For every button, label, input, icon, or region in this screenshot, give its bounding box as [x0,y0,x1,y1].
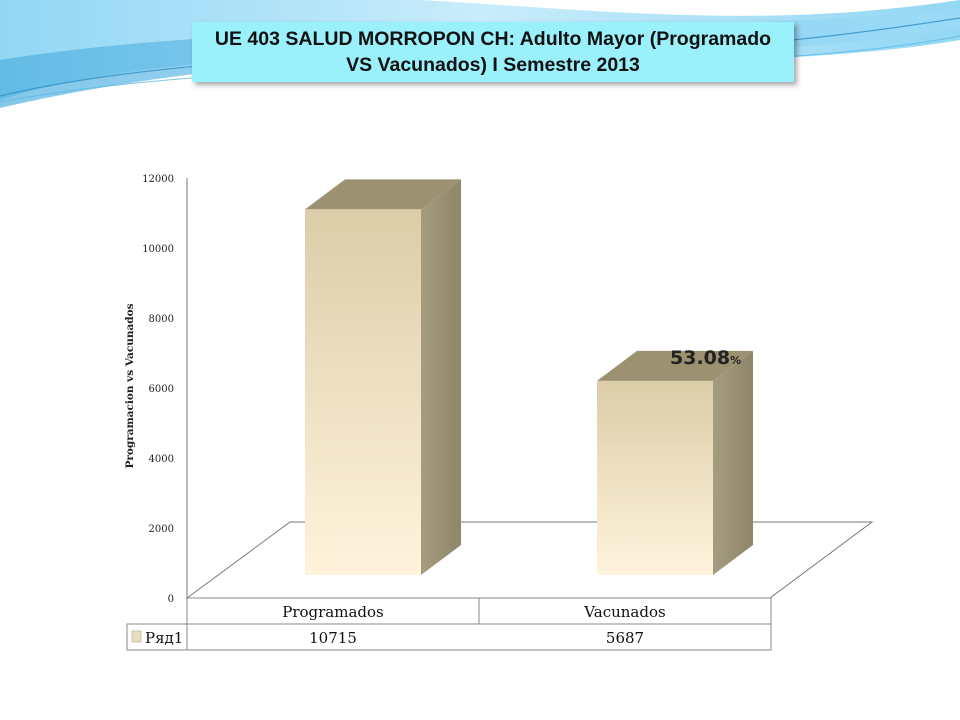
y-tick-label: 12000 [142,174,174,185]
y-axis-label: Programacion vs Vacunados [124,303,136,468]
y-tick-label: 0 [168,594,174,605]
y-tick-label: 10000 [142,244,174,255]
bar-front-face [305,209,421,575]
legend-swatch [131,630,142,643]
y-tick-label: 6000 [149,384,174,395]
bar-top-face [597,350,753,381]
table-value-programados: 10715 [309,629,357,647]
y-tick-label: 4000 [149,454,174,465]
table-header-programados: Programados [282,603,384,621]
chart-title: UE 403 SALUD MORROPON CH: Adulto Mayor (… [192,22,794,82]
y-tick-label: 2000 [149,524,174,535]
bar-top-face [305,179,461,210]
bar-programados [305,179,461,575]
legend-series-name: Ряд1 [145,629,183,647]
table-header-vacunados: Vacunados [583,603,665,621]
percent-unit: % [730,354,741,367]
bar-front-face [597,380,713,575]
chart-floor [185,521,874,599]
percent-value: 53.08 [670,347,730,369]
bar-vacunados [597,350,753,575]
table-value-vacunados: 5687 [606,629,644,647]
y-tick-label: 8000 [149,314,174,325]
bar-side-face [421,179,461,575]
percent-annotation: 53.08% [670,347,741,369]
data-table: Programados Vacunados Ряд1 10715 5687 [126,597,772,651]
bar-side-face [713,350,753,575]
